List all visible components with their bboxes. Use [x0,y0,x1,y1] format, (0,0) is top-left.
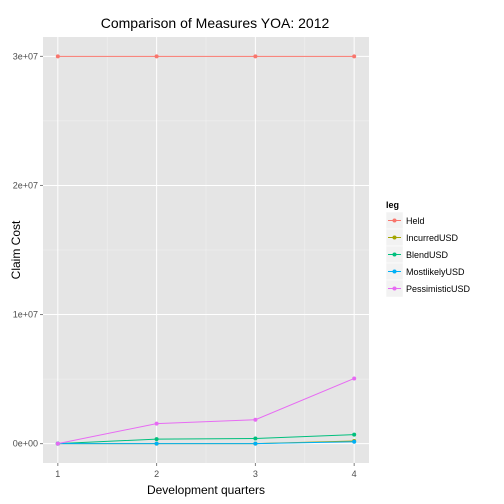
point-held [253,54,258,59]
legend-point-held [392,218,397,223]
series-line-pessimisticusd [57,377,355,445]
x-axis-ticks: 1 2 3 4 [55,463,357,479]
series-line-mostlikelyusd [57,441,355,445]
grid-minor [43,37,369,463]
series-line-blendusd [57,434,355,445]
chart-title: Comparison of Measures YOA: 2012 [101,15,330,31]
x-tick-label: 2 [154,469,159,479]
y-axis-title: Claim Cost [9,220,23,279]
x-tick-label: 4 [352,469,357,479]
legend-point-blendusd [392,252,397,257]
point-pessimisticusd [253,417,258,422]
x-axis-title: Development quarters [147,483,265,497]
point-mostlikelyusd [352,439,357,444]
y-tick-label: 1e+07 [13,310,38,320]
point-blendusd [154,437,159,442]
point-held [352,54,357,59]
point-held [55,54,60,59]
legend-title: leg [386,200,399,210]
point-mostlikelyusd [154,441,159,446]
point-blendusd [253,436,258,441]
point-mostlikelyusd [253,441,258,446]
legend-point-incurredusd [392,235,397,240]
legend-label-mostlikelyusd: MostlikelyUSD [406,267,465,277]
point-blendusd [352,432,357,437]
point-pessimisticusd [154,421,159,426]
y-tick-label: 3e+07 [13,51,38,61]
legend-label-blendusd: BlendUSD [406,250,449,260]
legend: leg Held IncurredUSD BlendUSD MostlikelyUSD… [385,200,471,298]
point-pessimisticusd [352,376,357,381]
x-tick-label: 1 [55,469,60,479]
series-layer [55,54,357,446]
y-tick-label: 2e+07 [13,180,38,190]
point-held [154,54,159,59]
legend-point-mostlikelyusd [392,269,397,274]
point-pessimisticusd [55,441,60,446]
legend-label-incurredusd: IncurredUSD [406,233,459,243]
legend-label-held: Held [406,216,425,226]
legend-point-pessimisticusd [392,286,397,291]
y-axis-ticks: 0e+00 1e+07 2e+07 3e+07 [13,51,43,449]
x-tick-label: 3 [253,469,258,479]
y-tick-label: 0e+00 [13,439,38,449]
legend-label-pessimisticusd: PessimisticUSD [406,284,471,294]
